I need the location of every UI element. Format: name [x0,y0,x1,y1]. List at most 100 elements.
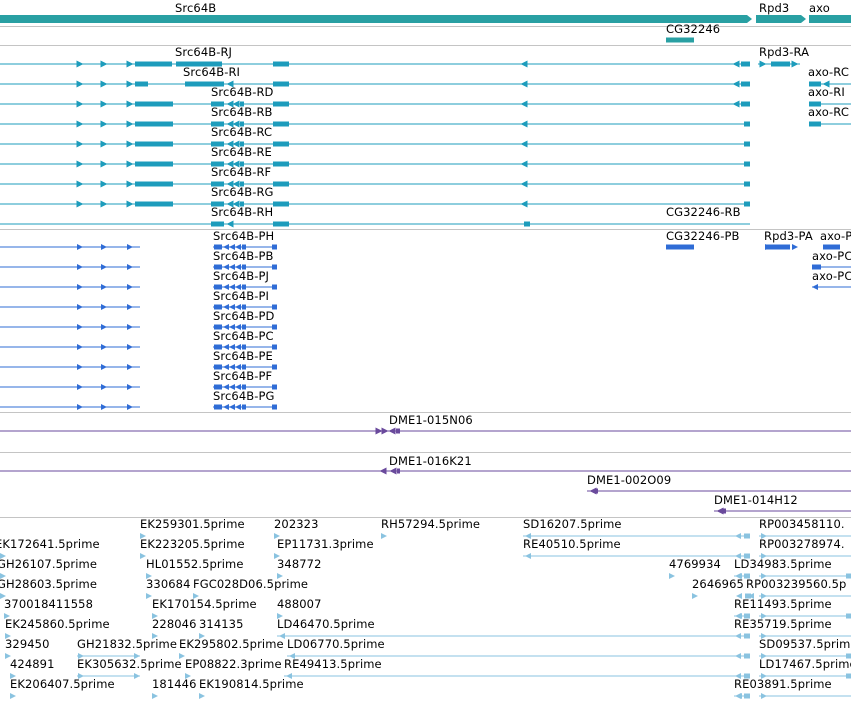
protein-feature[interactable] [235,284,241,290]
protein-label[interactable]: Src64B-PC [213,329,274,343]
protein-feature[interactable] [242,364,246,370]
transcript-feature[interactable] [126,60,134,68]
transcript-feature[interactable] [100,120,108,128]
transcript-feature[interactable] [232,140,240,148]
transcript-feature[interactable] [126,180,134,188]
est-feature[interactable] [525,553,531,559]
transcript-feature[interactable] [135,181,173,187]
protein-feature[interactable] [127,364,133,370]
est-feature[interactable] [744,553,750,559]
protein-feature[interactable] [229,284,235,290]
est-feature[interactable] [277,573,283,579]
protein-feature[interactable] [77,304,83,310]
transcript-feature[interactable] [76,140,84,148]
gene-label[interactable]: CG32246 [666,22,721,36]
transcript-feature[interactable] [741,81,750,87]
est-feature[interactable] [692,593,698,599]
clone-feature[interactable] [716,507,724,515]
transcript-feature[interactable] [520,160,528,168]
est-feature[interactable] [146,593,152,599]
transcript-feature[interactable] [744,141,750,147]
est-label[interactable]: 370018411558 [4,597,93,611]
protein-feature[interactable] [792,244,798,250]
est-feature[interactable] [140,553,146,559]
transcript-feature[interactable] [771,61,790,67]
transcript-feature[interactable] [240,141,244,147]
est-label[interactable]: 314135 [199,617,244,631]
est-feature[interactable] [761,693,767,699]
protein-feature[interactable] [229,264,235,270]
est-label[interactable]: EK295802.5prime [179,637,284,651]
protein-feature[interactable] [101,404,107,410]
protein-feature[interactable] [214,344,222,350]
gene-label[interactable]: Src64B [175,1,217,15]
protein-feature[interactable] [127,324,133,330]
est-label[interactable]: RP003239560.5p [746,577,847,591]
est-feature[interactable] [761,633,767,639]
est-label[interactable]: RH57294.5prime [381,517,481,531]
est-label[interactable]: FGC028D06.5prime [193,577,309,591]
transcript-feature[interactable] [76,80,84,88]
transcript-feature[interactable] [226,220,234,228]
clone-label[interactable]: DME1-015N06 [389,413,473,427]
est-feature[interactable] [152,693,158,699]
protein-feature[interactable] [229,384,235,390]
est-label[interactable]: RP003278974. [759,537,845,551]
gene-feature[interactable] [809,15,851,23]
clone-feature[interactable] [396,428,400,434]
est-label[interactable]: GH21832.5prime [77,637,178,651]
clone-label[interactable]: DME1-016K21 [389,454,472,468]
est-label[interactable]: EK245860.5prime [5,617,110,631]
protein-feature[interactable] [214,324,222,330]
protein-label[interactable]: Src64B-PI [213,289,269,303]
transcript-feature[interactable] [759,60,767,68]
protein-feature[interactable] [101,244,107,250]
est-feature[interactable] [735,573,741,579]
protein-label[interactable]: Src64B-PF [213,369,273,383]
transcript-feature[interactable] [135,141,173,147]
est-label[interactable]: EK172641.5prime [0,537,100,551]
protein-feature[interactable] [223,324,229,330]
protein-feature[interactable] [77,384,83,390]
transcript-feature[interactable] [732,80,740,88]
protein-label[interactable]: Src64B-PB [213,249,274,263]
protein-label[interactable]: Rpd3-PA [764,229,813,243]
transcript-feature[interactable] [732,100,740,108]
est-feature[interactable] [10,673,16,679]
transcript-feature[interactable] [744,121,750,127]
transcript-feature[interactable] [226,180,234,188]
protein-feature[interactable] [214,364,222,370]
transcript-label[interactable]: Src64B-RE [211,145,272,159]
est-feature[interactable] [199,633,205,639]
protein-feature[interactable] [214,384,222,390]
est-feature[interactable] [744,653,750,659]
transcript-feature[interactable] [273,201,289,207]
gene-feature[interactable] [666,37,694,43]
transcript-feature[interactable] [520,200,528,208]
est-label[interactable]: EK170154.5prime [152,597,257,611]
transcript-feature[interactable] [273,121,289,127]
est-feature[interactable] [5,653,11,659]
transcript-feature[interactable] [240,201,244,207]
protein-feature[interactable] [77,324,83,330]
est-feature[interactable] [761,653,767,659]
transcript-feature[interactable] [76,100,84,108]
est-feature[interactable] [78,653,84,659]
protein-label[interactable]: Src64B-PJ [213,269,269,283]
est-label[interactable]: 228046 [152,617,197,631]
transcript-feature[interactable] [273,221,289,227]
est-label[interactable]: EK206407.5prime [10,677,115,691]
transcript-feature[interactable] [126,200,134,208]
protein-label[interactable]: axo-P [820,229,851,243]
clone-feature[interactable] [381,427,389,435]
est-feature[interactable] [274,533,280,539]
protein-feature[interactable] [223,244,229,250]
transcript-feature[interactable] [135,61,172,67]
est-feature[interactable] [525,533,531,539]
protein-feature[interactable] [223,304,229,310]
gene-label[interactable]: axo [809,1,830,15]
est-label[interactable]: LD17467.5prime [759,657,851,671]
protein-feature[interactable] [101,384,107,390]
protein-feature[interactable] [235,384,241,390]
clone-feature[interactable] [388,427,396,435]
